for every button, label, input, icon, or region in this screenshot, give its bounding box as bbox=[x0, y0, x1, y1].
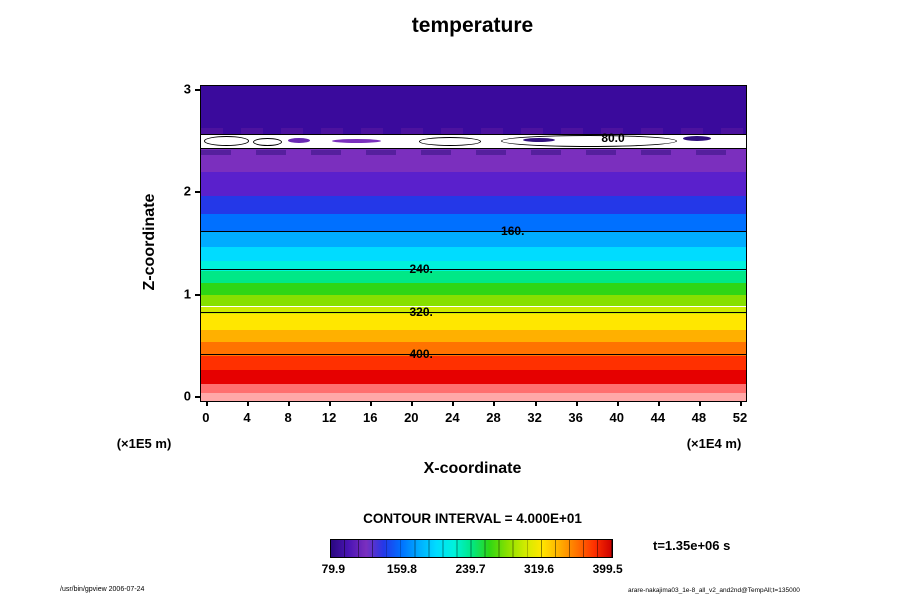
colorbar-tick-label: 79.9 bbox=[321, 562, 346, 576]
plot-area: 80.0 160. 240. 320. 400. 0 4 8 12 16 20 24 28 32 36 40 4… bbox=[184, 81, 747, 425]
y-axis-label: Z-coordinate bbox=[141, 193, 158, 291]
contour-line bbox=[201, 311, 746, 313]
contour-line bbox=[201, 230, 746, 232]
contour-label: 80.0 bbox=[601, 130, 625, 145]
x-tick-label: 20 bbox=[404, 410, 419, 425]
x-tick-mark bbox=[657, 401, 660, 406]
fill-band bbox=[201, 171, 746, 196]
x-tick-label: 16 bbox=[363, 410, 378, 425]
y-tick-label: 0 bbox=[183, 388, 191, 404]
time-label: t=1.35e+06 s bbox=[653, 538, 731, 553]
x-tick-mark bbox=[534, 401, 537, 406]
fill-band bbox=[201, 383, 746, 394]
x-tick-mark bbox=[452, 401, 455, 406]
contour-label: 320. bbox=[409, 304, 433, 319]
x-tick-mark bbox=[329, 401, 332, 406]
fill-band bbox=[201, 270, 746, 283]
footer-command-stamp: /usr/bin/gpview 2006-07-24 bbox=[60, 586, 145, 593]
x-tick-label: 8 bbox=[284, 410, 292, 425]
fill-band bbox=[201, 230, 746, 247]
x-tick-label: 12 bbox=[321, 410, 337, 425]
y-tick-mark bbox=[195, 396, 201, 399]
x-axis-unit: (×1E4 m) bbox=[686, 436, 742, 451]
x-tick-label: 48 bbox=[691, 410, 707, 425]
fill-band bbox=[201, 246, 746, 262]
x-tick-label: 40 bbox=[609, 410, 624, 425]
x-tick-label: 52 bbox=[732, 410, 748, 425]
y-tick-mark bbox=[195, 191, 201, 194]
colorbar-tick-label: 159.8 bbox=[386, 562, 417, 576]
contour-blob-outline bbox=[203, 136, 250, 146]
y-tick-mark bbox=[195, 293, 201, 296]
y-tick-label: 1 bbox=[183, 286, 191, 302]
colorbar-tick-label: 319.6 bbox=[524, 562, 555, 576]
fill-band bbox=[201, 330, 746, 343]
x-tick-label: 32 bbox=[527, 410, 542, 425]
fill-band bbox=[201, 314, 746, 331]
colorbar-tick-label: 239.7 bbox=[455, 562, 486, 576]
fill-band bbox=[201, 370, 746, 384]
contour-interval-text: CONTOUR INTERVAL = 4.000E+01 bbox=[363, 511, 582, 526]
x-tick-label: 44 bbox=[650, 410, 666, 425]
fill-band bbox=[201, 294, 746, 307]
x-tick-mark bbox=[493, 401, 496, 406]
contour-label: 400. bbox=[409, 347, 433, 362]
fill-band bbox=[201, 355, 746, 371]
contour-line bbox=[201, 269, 746, 270]
y-tick-mark bbox=[195, 88, 201, 91]
contour-label: 240. bbox=[409, 262, 433, 276]
figure-title: temperature bbox=[411, 14, 534, 37]
contour-blob-dark bbox=[522, 138, 556, 142]
x-tick-mark bbox=[288, 401, 291, 406]
x-tick-mark bbox=[616, 401, 619, 406]
x-tick-mark bbox=[370, 401, 373, 406]
x-tick-label: 4 bbox=[243, 410, 251, 425]
contour-blob-dark bbox=[683, 136, 711, 141]
x-tick-mark bbox=[698, 401, 701, 406]
fill-band bbox=[201, 282, 746, 295]
contour-blob-purple bbox=[331, 139, 381, 143]
contour-blob-purple bbox=[288, 138, 310, 143]
y-tick-label: 3 bbox=[183, 81, 191, 97]
fill-band bbox=[201, 195, 746, 214]
fill-band bbox=[201, 393, 746, 401]
fill-band bbox=[201, 86, 746, 134]
x-tick-mark bbox=[205, 401, 208, 406]
band-transition-mottle bbox=[201, 150, 746, 155]
x-tick-mark bbox=[246, 401, 249, 406]
x-tick-label: 24 bbox=[445, 410, 460, 425]
x-tick-mark bbox=[411, 401, 414, 406]
contour-label: 160. bbox=[501, 223, 525, 238]
colorbar-tick-label: 399.5 bbox=[592, 562, 623, 576]
x-tick-mark bbox=[740, 401, 742, 406]
fill-band bbox=[201, 261, 746, 271]
y-tick-label: 2 bbox=[183, 183, 191, 199]
x-tick-label: 36 bbox=[568, 410, 583, 425]
y-axis-unit: (×1E5 m) bbox=[116, 436, 172, 451]
contour-blob-outline bbox=[419, 137, 481, 146]
contour-blob-outline bbox=[252, 138, 283, 146]
footer-dataset-stamp: arare-nakajima03_1e-8_all_v2_and2nd@Temp… bbox=[628, 587, 800, 594]
x-tick-mark bbox=[575, 401, 578, 406]
fill-band bbox=[201, 306, 746, 315]
fill-band bbox=[201, 342, 746, 356]
band-transition-mottle bbox=[201, 128, 746, 134]
contour-line bbox=[201, 354, 746, 356]
x-tick-label: 0 bbox=[202, 410, 210, 425]
colorbar-tick-labels: 79.9 159.8 239.7 319.6 399.5 bbox=[322, 562, 623, 578]
colorbar-gradient bbox=[331, 540, 612, 557]
x-axis-label: X-coordinate bbox=[423, 460, 522, 477]
colorbar bbox=[330, 539, 613, 558]
x-tick-label: 28 bbox=[486, 410, 501, 425]
fill-band bbox=[201, 213, 746, 231]
